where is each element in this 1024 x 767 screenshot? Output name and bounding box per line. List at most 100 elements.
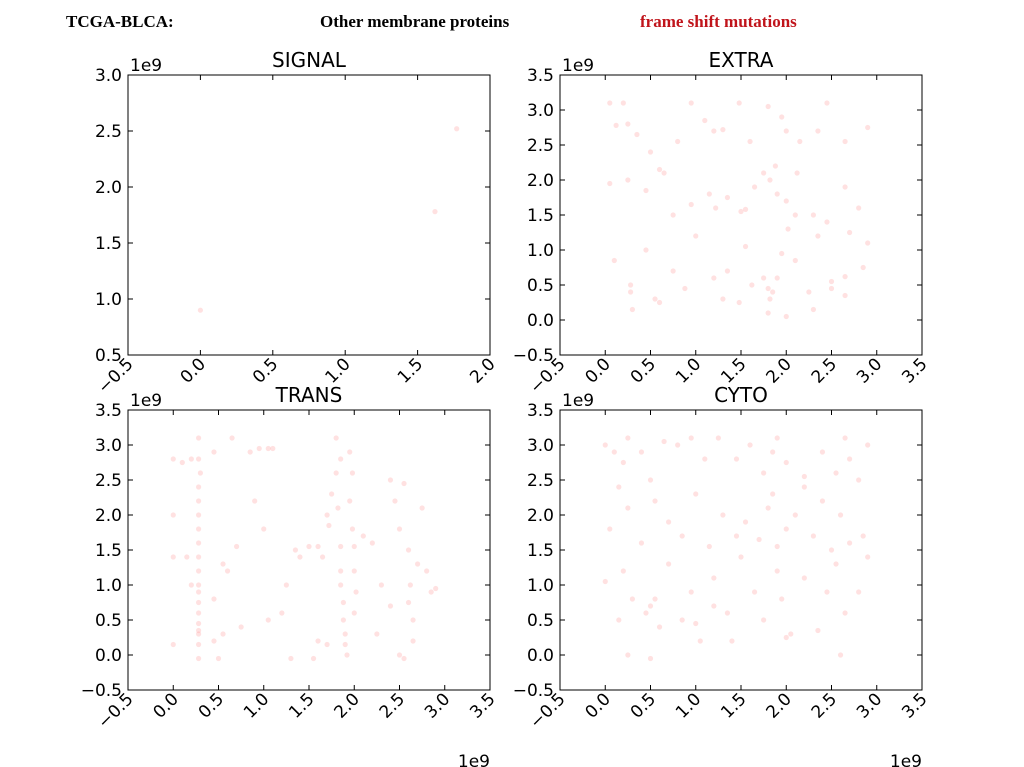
data-point — [860, 533, 866, 539]
data-point — [738, 208, 744, 215]
data-point — [738, 554, 744, 560]
data-point — [770, 449, 776, 455]
x-tick-label: 0.5 — [195, 689, 228, 722]
data-point — [351, 610, 357, 616]
data-point — [765, 103, 771, 110]
data-point — [335, 505, 341, 511]
x-tick-label: 0.0 — [150, 689, 183, 722]
data-point — [729, 638, 735, 644]
data-point — [693, 233, 699, 239]
data-point — [170, 554, 176, 560]
data-point — [170, 641, 176, 648]
data-point — [211, 449, 217, 455]
data-point — [810, 306, 817, 313]
data-point — [779, 596, 785, 602]
data-point — [378, 582, 384, 588]
data-point — [195, 512, 202, 518]
data-point — [333, 470, 339, 476]
data-point — [170, 456, 176, 462]
y-tick-label: 1.0 — [95, 576, 122, 596]
panel-extra: −0.50.00.51.01.52.02.53.03.5−0.5 0.0 0.5 1.… — [513, 48, 932, 398]
x-tick-label: 0.0 — [582, 689, 615, 722]
data-point — [349, 526, 356, 532]
figure-header: TCGA-BLCA: Other membrane proteins frame… — [0, 12, 1024, 36]
data-point — [625, 505, 631, 511]
y-offset-label: 1e9 — [130, 56, 162, 76]
data-point — [265, 617, 271, 623]
data-point — [647, 603, 654, 609]
data-point — [682, 285, 688, 292]
y-tick-label: 0.0 — [527, 646, 554, 666]
data-point — [634, 131, 640, 138]
data-point — [396, 652, 403, 658]
data-point — [392, 498, 398, 504]
data-point — [188, 456, 194, 462]
data-point — [824, 100, 830, 106]
data-point — [810, 533, 817, 539]
y-tick-label: 1.5 — [95, 541, 122, 561]
data-point — [261, 526, 267, 532]
panel-title: SIGNAL — [272, 48, 347, 72]
data-point — [783, 634, 789, 641]
data-point — [326, 522, 332, 529]
x-tick-label: 1.0 — [672, 354, 705, 387]
data-point — [801, 473, 807, 480]
data-point — [607, 100, 613, 106]
data-point — [353, 589, 359, 595]
data-point — [783, 128, 789, 134]
data-point — [652, 596, 658, 602]
data-point — [801, 484, 807, 490]
y-tick-label: 3.0 — [95, 436, 122, 456]
data-point — [324, 641, 330, 648]
data-point — [785, 226, 791, 232]
data-point — [188, 582, 194, 588]
data-point — [195, 554, 202, 560]
data-point — [415, 561, 421, 567]
y-tick-label: 2.5 — [95, 122, 122, 142]
y-tick-label: 2.0 — [527, 506, 554, 526]
data-point — [765, 505, 771, 511]
data-point — [724, 268, 731, 274]
data-point — [675, 442, 681, 448]
data-point — [625, 652, 631, 658]
data-point — [670, 212, 676, 218]
panel-trans: −0.50.00.51.01.52.02.53.03.5−0.5 0.0 0.5 1.… — [81, 383, 500, 767]
panel-cyto: −0.50.00.51.01.52.02.53.03.5−0.5 0.0 0.5 1.… — [513, 383, 932, 767]
data-point — [401, 655, 407, 662]
data-point — [774, 543, 780, 550]
data-point — [860, 264, 866, 271]
data-point — [706, 543, 712, 550]
data-point — [351, 543, 357, 550]
data-point — [842, 435, 848, 441]
data-point — [688, 100, 694, 106]
data-point — [647, 655, 654, 662]
x-tick-label: 3.5 — [466, 689, 499, 722]
data-point — [195, 526, 202, 532]
data-point — [770, 491, 776, 497]
data-point — [733, 456, 740, 462]
mutation-type-label: frame shift mutations — [640, 12, 797, 31]
data-point — [842, 610, 848, 616]
data-point — [847, 456, 853, 462]
data-point — [195, 498, 202, 504]
data-point — [627, 282, 634, 288]
data-point — [602, 578, 608, 585]
data-point — [837, 512, 844, 518]
y-tick-label: 2.0 — [527, 171, 554, 191]
data-point — [720, 127, 726, 133]
data-point — [638, 449, 645, 455]
data-point — [643, 610, 649, 616]
data-point — [756, 536, 762, 543]
data-point — [656, 166, 663, 173]
data-point — [195, 582, 202, 588]
y-tick-label: 2.5 — [95, 471, 122, 491]
data-point — [715, 435, 721, 441]
data-point — [815, 627, 821, 634]
data-point — [747, 442, 753, 448]
data-point — [747, 138, 753, 145]
data-point — [688, 589, 694, 595]
data-point — [410, 638, 416, 644]
data-point — [170, 512, 176, 518]
data-point — [815, 233, 821, 239]
data-point — [792, 257, 798, 264]
